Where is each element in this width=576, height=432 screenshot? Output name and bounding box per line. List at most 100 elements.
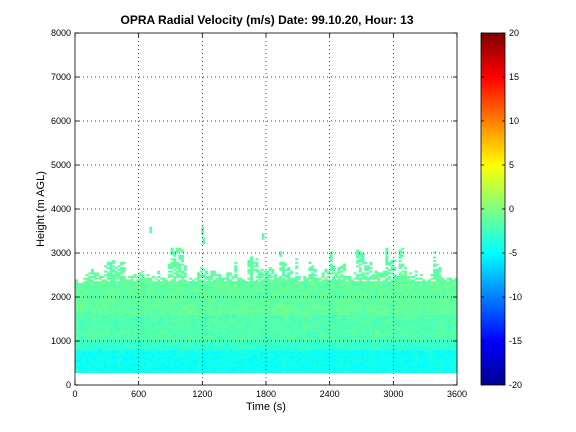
heatmap-cell	[106, 360, 110, 363]
heatmap-cell	[234, 337, 238, 340]
heatmap-cell	[157, 328, 161, 331]
heatmap-cell	[292, 279, 296, 282]
heatmap-cell	[271, 298, 275, 301]
heatmap-cell	[284, 291, 288, 294]
heatmap-cell	[146, 291, 150, 294]
heatmap-cell	[93, 309, 97, 312]
heatmap-cell	[218, 286, 222, 289]
heatmap-cell	[112, 288, 116, 291]
heatmap-cell	[90, 344, 94, 347]
heatmap-cell	[138, 277, 142, 280]
heatmap-cell	[112, 293, 116, 296]
heatmap-cell	[194, 305, 198, 308]
heatmap-cell	[281, 284, 285, 287]
heatmap-cell	[109, 297, 113, 300]
heatmap-cell	[247, 367, 251, 370]
heatmap-cell	[138, 304, 142, 307]
heatmap-cell	[120, 339, 124, 342]
heatmap-cell	[136, 309, 139, 312]
heatmap-cell	[194, 341, 198, 344]
heatmap-cell	[242, 302, 246, 305]
heatmap-cell	[231, 330, 235, 333]
heatmap-cell	[295, 355, 299, 358]
heatmap-cell	[181, 369, 185, 372]
heatmap-cell	[106, 365, 110, 368]
heatmap-cell	[255, 265, 259, 268]
heatmap-cell	[303, 316, 307, 319]
heatmap-cell	[149, 291, 153, 294]
heatmap-cell	[202, 291, 206, 294]
heatmap-cell	[218, 351, 222, 354]
heatmap-cell	[308, 325, 312, 328]
heatmap-cell	[297, 370, 301, 373]
heatmap-cell	[231, 353, 235, 356]
heatmap-cell	[263, 362, 267, 365]
heatmap-cell	[297, 346, 301, 349]
heatmap-cell	[85, 304, 89, 307]
heatmap-cell	[244, 369, 248, 372]
heatmap-cell	[130, 330, 134, 333]
heatmap-cell	[75, 332, 78, 335]
heatmap-cell	[284, 274, 288, 277]
heatmap-cell	[122, 325, 126, 328]
heatmap-cell	[223, 349, 227, 352]
heatmap-cell	[77, 362, 81, 365]
heatmap-cell	[101, 293, 105, 296]
heatmap-cell	[170, 349, 174, 352]
heatmap-cell	[207, 311, 211, 314]
heatmap-cell	[266, 279, 269, 282]
heatmap-cell	[247, 344, 251, 347]
heatmap-cell	[268, 300, 272, 303]
heatmap-cell	[130, 323, 134, 326]
heatmap-cell	[281, 316, 285, 319]
heatmap-cell	[223, 335, 227, 338]
heatmap-cell	[186, 304, 190, 307]
heatmap-cell	[268, 328, 272, 331]
heatmap-cell	[112, 362, 116, 365]
heatmap-cell	[223, 332, 227, 335]
heatmap-cell	[218, 346, 222, 349]
heatmap-cell	[244, 341, 248, 344]
heatmap-cell	[82, 312, 86, 315]
heatmap-cell	[85, 349, 89, 352]
heatmap-cell	[204, 270, 208, 273]
heatmap-cell	[239, 298, 243, 301]
heatmap-cell	[104, 356, 108, 359]
heatmap-cell	[101, 325, 105, 328]
heatmap-cell	[104, 367, 108, 370]
heatmap-cell	[178, 284, 182, 287]
heatmap-cell	[289, 335, 293, 338]
heatmap-cell	[268, 341, 272, 344]
heatmap-cell	[308, 341, 312, 344]
heatmap-cell	[122, 314, 126, 317]
heatmap-cell	[268, 346, 272, 349]
heatmap-cell	[279, 344, 283, 347]
heatmap-cell	[178, 337, 182, 340]
heatmap-cell	[120, 297, 124, 300]
heatmap-cell	[244, 337, 248, 340]
heatmap-cell	[271, 309, 275, 312]
heatmap-cell	[178, 309, 182, 312]
heatmap-cell	[202, 302, 206, 305]
heatmap-cell	[181, 256, 185, 259]
heatmap-cell	[167, 323, 171, 326]
heatmap-cell	[122, 333, 126, 337]
heatmap-cell	[175, 333, 179, 337]
heatmap-cell	[136, 304, 139, 307]
heatmap-cell	[266, 339, 269, 342]
heatmap-cell	[239, 286, 243, 289]
heatmap-cell	[80, 300, 84, 303]
heatmap-cell	[159, 297, 163, 300]
heatmap-cell	[93, 272, 97, 275]
heatmap-cell	[303, 355, 307, 358]
heatmap-cell	[284, 360, 288, 363]
heatmap-cell	[305, 284, 309, 287]
heatmap-cell	[281, 360, 285, 363]
heatmap-cell	[220, 349, 224, 352]
heatmap-cell	[101, 369, 105, 372]
heatmap-cell	[90, 323, 94, 326]
heatmap-cell	[133, 275, 137, 278]
heatmap-cell	[255, 268, 259, 271]
heatmap-cell	[252, 325, 256, 328]
heatmap-cell	[263, 270, 267, 273]
